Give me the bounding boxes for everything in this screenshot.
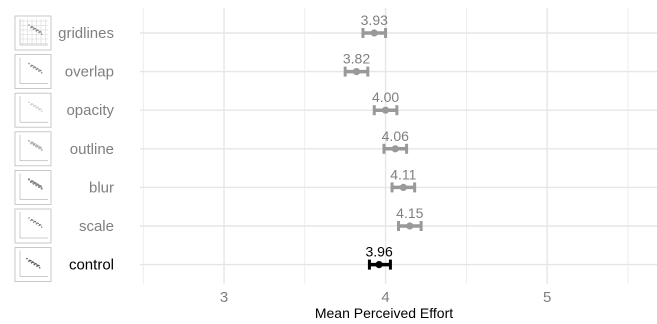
marks-layer: gridlines 3.93 overlap 3.82 opacity 4.00 outli… [58,12,424,274]
value-label-blur: 4.11 [390,166,416,182]
x-axis-title: Mean Perceived Effort [315,305,453,321]
category-label-outline: outline [70,141,114,158]
category-label-control: control [69,257,114,274]
value-label-control: 3.96 [365,244,392,260]
thumbnail-blur [14,169,52,205]
gridlines-layer [140,8,657,284]
x-tick-labels: 3 4 5 [220,289,551,306]
x-tick-label: 3 [220,289,228,306]
x-tick-label: 4 [381,289,389,306]
thumbnails-layer [14,15,52,283]
value-label-overlap: 3.82 [343,51,370,67]
thumbnail-gridlines [14,15,52,51]
value-label-outline: 4.06 [382,128,409,144]
mean-point-scale [406,222,414,230]
mean-point-overlap [352,68,361,76]
mean-point-outline [391,145,399,153]
category-label-opacity: opacity [66,102,114,119]
x-tick-label: 5 [543,289,551,306]
mean-point-opacity [381,106,390,114]
mean-point-control [375,261,383,269]
category-label-scale: scale [79,218,114,235]
value-label-opacity: 4.00 [372,89,399,105]
thumbnail-opacity [14,92,52,128]
category-label-overlap: overlap [65,64,114,81]
thumbnail-control [14,247,52,283]
mean-point-gridlines [370,29,378,37]
thumbnail-overlap [14,54,52,89]
value-label-gridlines: 3.93 [361,12,388,28]
thumbnail-outline [14,131,52,167]
category-label-blur: blur [89,179,114,196]
value-label-scale: 4.15 [396,205,423,221]
mean-point-blur [399,183,407,191]
category-label-gridlines: gridlines [58,25,114,42]
thumbnail-scale [14,208,52,244]
